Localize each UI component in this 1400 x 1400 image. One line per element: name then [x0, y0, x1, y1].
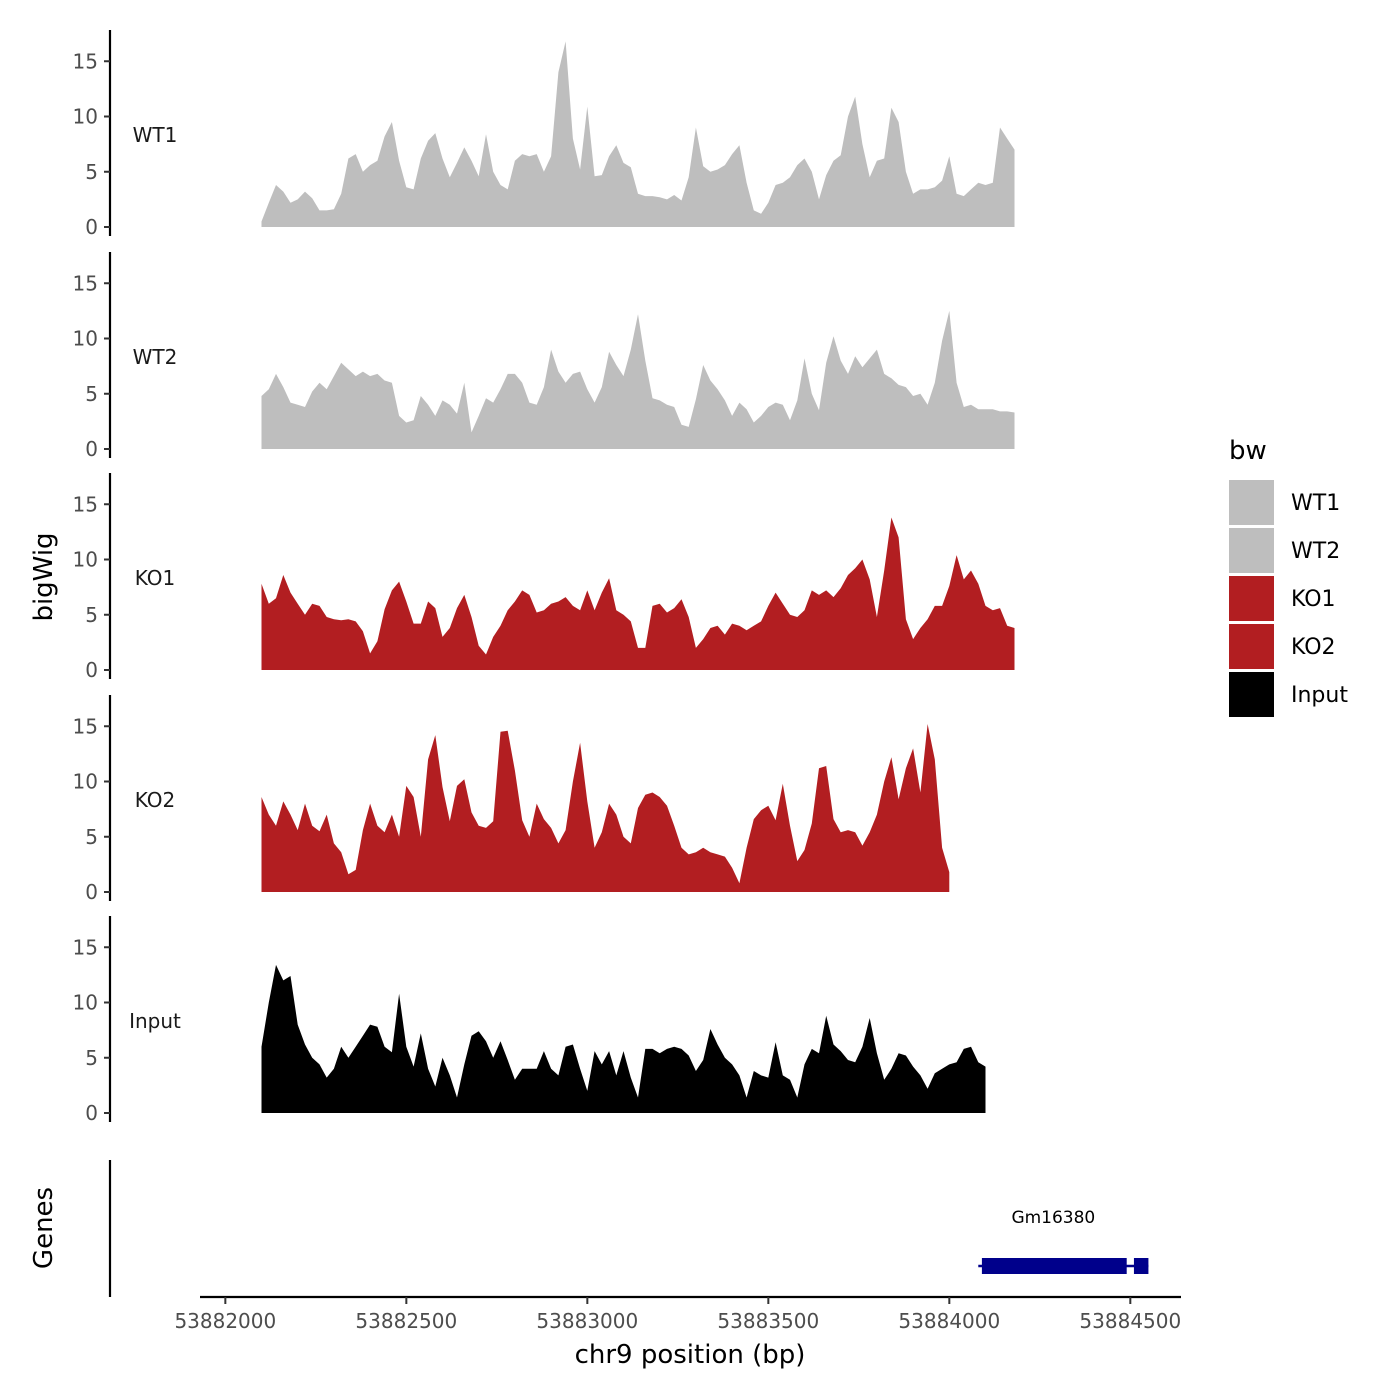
area-input: [261, 964, 986, 1113]
y-axis-title: bigWig: [29, 532, 59, 621]
genes-axis-title: Genes: [29, 1187, 59, 1269]
legend-label-ko1: KO1: [1291, 587, 1336, 612]
legend-swatch-ko2: [1229, 624, 1274, 669]
y-tick-label: 10: [73, 770, 98, 794]
y-tick-label: 15: [73, 492, 98, 516]
x-tick-label: 53884500: [1079, 1309, 1181, 1333]
y-tick-label: 0: [85, 658, 98, 682]
track-label-ko2: KO2: [135, 788, 176, 812]
area-ko2: [261, 724, 950, 892]
area-wt1: [261, 41, 1015, 228]
y-tick-label: 15: [73, 49, 98, 73]
x-tick-label: 53882000: [174, 1309, 276, 1333]
legend-swatch-wt1: [1229, 480, 1274, 525]
y-tick-label: 15: [73, 935, 98, 959]
legend-label-wt2: WT2: [1291, 539, 1340, 564]
legend-swatch-input: [1229, 672, 1274, 717]
y-tick-label: 0: [85, 1101, 98, 1125]
area-ko1: [261, 517, 1015, 670]
x-tick-label: 53883000: [536, 1309, 638, 1333]
legend-swatch-wt2: [1229, 528, 1274, 573]
gene-label: Gm16380: [1011, 1208, 1095, 1228]
x-tick-label: 53884000: [898, 1309, 1000, 1333]
y-tick-label: 5: [85, 382, 98, 406]
y-tick-label: 15: [73, 714, 98, 738]
legend-swatch-ko1: [1229, 576, 1274, 621]
area-wt2: [261, 310, 1015, 449]
x-axis-title: chr9 position (bp): [575, 1340, 806, 1370]
track-label-input: Input: [129, 1009, 181, 1033]
y-tick-label: 0: [85, 215, 98, 239]
legend-label-wt1: WT1: [1291, 491, 1340, 516]
y-tick-label: 5: [85, 160, 98, 184]
y-tick-label: 5: [85, 825, 98, 849]
y-tick-label: 10: [73, 991, 98, 1015]
y-tick-label: 10: [73, 327, 98, 351]
gene-exon: [981, 1258, 1127, 1274]
legend-label-ko2: KO2: [1291, 635, 1336, 660]
track-label-ko1: KO1: [135, 566, 176, 590]
gene-strand-arrow: [980, 1260, 988, 1272]
y-tick-label: 5: [85, 1046, 98, 1070]
x-tick-label: 53883500: [717, 1309, 819, 1333]
x-tick-label: 53882500: [355, 1309, 457, 1333]
legend-title: bw: [1229, 436, 1267, 466]
gene-exon: [1133, 1258, 1149, 1274]
y-tick-label: 10: [73, 105, 98, 129]
track-label-wt1: WT1: [133, 123, 178, 147]
y-tick-label: 0: [85, 880, 98, 904]
y-tick-label: 5: [85, 603, 98, 627]
track-label-wt2: WT2: [133, 345, 178, 369]
y-tick-label: 0: [85, 437, 98, 461]
y-tick-label: 10: [73, 548, 98, 572]
legend-label-input: Input: [1291, 683, 1348, 708]
y-tick-label: 15: [73, 271, 98, 295]
